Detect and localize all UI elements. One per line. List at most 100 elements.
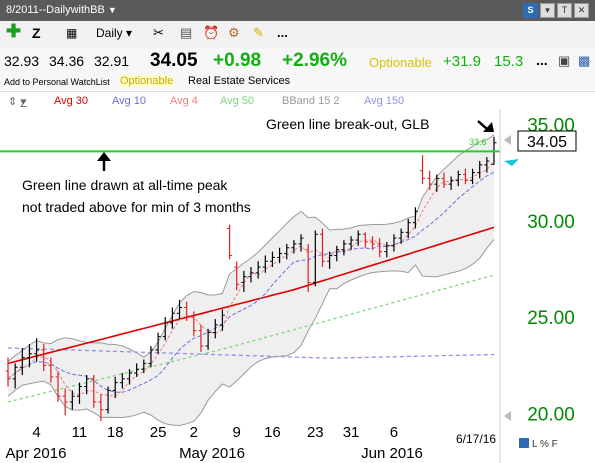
- price-bar: [55, 371, 61, 402]
- save-icon[interactable]: ▩: [578, 53, 591, 68]
- price-bar: [162, 317, 168, 341]
- print-icon[interactable]: ▦: [66, 26, 78, 40]
- price-bar: [377, 238, 383, 258]
- price-tick-label: 30.00: [527, 212, 575, 233]
- legend-avg10[interactable]: Avg 10: [112, 95, 147, 107]
- price-bar: [134, 363, 140, 377]
- legend-symbol[interactable]: ⇕ Z ▾: [8, 96, 28, 110]
- price-bar: [284, 243, 290, 260]
- price-bar: [105, 386, 111, 414]
- price-bar: [62, 388, 68, 416]
- title-bar: 8/2011--DailywithBB ▼ S ▾ T ✕: [0, 0, 595, 21]
- legend-bband[interactable]: BBand 15 2: [282, 95, 340, 107]
- chart-type-icon[interactable]: [519, 438, 529, 448]
- price-bar: [219, 309, 225, 331]
- date-tick-label: 2: [190, 424, 198, 441]
- value-2: +31.9: [443, 53, 481, 70]
- price-bar: [348, 236, 354, 250]
- price-bar: [441, 172, 447, 189]
- price-bar: [384, 241, 390, 258]
- date-tick-label: 31: [343, 424, 360, 441]
- window-title[interactable]: 8/2011--DailywithBB ▼: [6, 4, 117, 16]
- glb-annotation: Green line break-out, GLB: [266, 116, 429, 132]
- avg10-line: [7, 171, 495, 393]
- price-bar: [48, 357, 54, 383]
- price-bar: [462, 168, 468, 185]
- month-label: Jun 2016: [361, 445, 423, 462]
- industry-label: Real Estate Services: [188, 75, 291, 87]
- date-tick-label: 18: [107, 424, 124, 441]
- toolbar: ✚ Z ▦ Daily ▾ ✂ ▤ ⏰ ⚙ ✎ ...: [0, 21, 595, 47]
- alert-marker-icon: [504, 159, 519, 166]
- price-bar: [305, 243, 311, 293]
- settings-icon[interactable]: S: [523, 3, 538, 18]
- alarm-icon[interactable]: ⏰: [203, 25, 220, 40]
- quote-more-button[interactable]: ...: [536, 52, 548, 68]
- price-bar: [427, 170, 433, 190]
- indicator-icon[interactable]: ⚙: [228, 25, 240, 40]
- price-bar: [198, 324, 204, 352]
- optionable-label: Optionable: [369, 55, 432, 70]
- notes-icon[interactable]: ✎: [253, 25, 264, 40]
- low-price: 32.91: [94, 53, 130, 69]
- price-bar: [227, 224, 233, 260]
- price-bar: [277, 247, 283, 264]
- price-bar: [19, 347, 25, 375]
- legend-avg150[interactable]: Avg 150: [364, 95, 405, 107]
- chevron-down-icon[interactable]: ▼: [107, 5, 117, 15]
- calculator-icon[interactable]: ▣: [558, 53, 571, 68]
- price-bar: [312, 230, 318, 287]
- date-tick-label: 4: [32, 424, 40, 441]
- date-tick-label: 23: [307, 424, 324, 441]
- price-bar: [241, 270, 247, 293]
- price-bar: [262, 255, 268, 273]
- legend-avg4[interactable]: Avg 4: [170, 95, 198, 107]
- price-bar: [205, 328, 211, 350]
- price-bar: [12, 363, 18, 389]
- price-bar: [341, 240, 347, 256]
- price-bar: [127, 369, 132, 385]
- price-bar: [370, 236, 375, 250]
- chart-options-icon[interactable]: L % F: [532, 439, 558, 450]
- open-price: 32.93: [4, 53, 40, 69]
- legend-avg50[interactable]: Avg 50: [220, 95, 255, 107]
- price-bar: [298, 234, 304, 252]
- price-bar: [412, 207, 418, 229]
- legend-avg30[interactable]: Avg 30: [54, 95, 89, 107]
- period-select[interactable]: Daily ▾: [96, 26, 133, 40]
- close-icon[interactable]: ✕: [574, 3, 589, 18]
- title-bar-buttons: S ▾ T ✕: [523, 3, 589, 18]
- dropdown-icon[interactable]: ▾: [540, 3, 555, 18]
- chart-icon[interactable]: ▤: [180, 25, 193, 40]
- price-bar: [269, 251, 275, 268]
- add-icon[interactable]: ✚: [6, 21, 22, 41]
- symbol-field[interactable]: Z: [32, 25, 41, 41]
- tools-icon[interactable]: ✂: [153, 25, 164, 40]
- month-label: May 2016: [179, 445, 245, 462]
- price-bar: [434, 174, 440, 192]
- date-tick-label: 6: [390, 424, 398, 441]
- price-bars: [5, 136, 497, 422]
- watchlist-link[interactable]: Add to Personal WatchList: [4, 77, 110, 87]
- price-bar: [334, 245, 340, 262]
- price-bar: [234, 261, 240, 291]
- optionable-badge: Optionable: [120, 75, 174, 87]
- info-bar: Add to Personal WatchList Optionable Rea…: [0, 75, 595, 90]
- price-bar: [391, 234, 397, 252]
- bollinger-lower: [7, 239, 495, 427]
- last-price-box-text: 34.05: [527, 134, 567, 151]
- price-chart[interactable]: Green line break-out, GLB Green line dra…: [0, 109, 595, 463]
- text-size-icon[interactable]: T: [557, 3, 572, 18]
- last-price-box: [517, 130, 577, 152]
- change-value: +0.98: [213, 50, 262, 71]
- down-arrow-icon: [477, 120, 494, 132]
- more-button[interactable]: ...: [277, 25, 288, 40]
- price-tick-label: 20.00: [527, 405, 575, 426]
- date-tick-label: 16: [264, 424, 281, 441]
- price-bar: [362, 232, 368, 248]
- price-bar: [420, 155, 426, 185]
- date-tick-label: 9: [233, 424, 241, 441]
- up-arrow-icon: [97, 152, 111, 171]
- price-bar: [34, 338, 40, 362]
- price-bar: [141, 359, 147, 374]
